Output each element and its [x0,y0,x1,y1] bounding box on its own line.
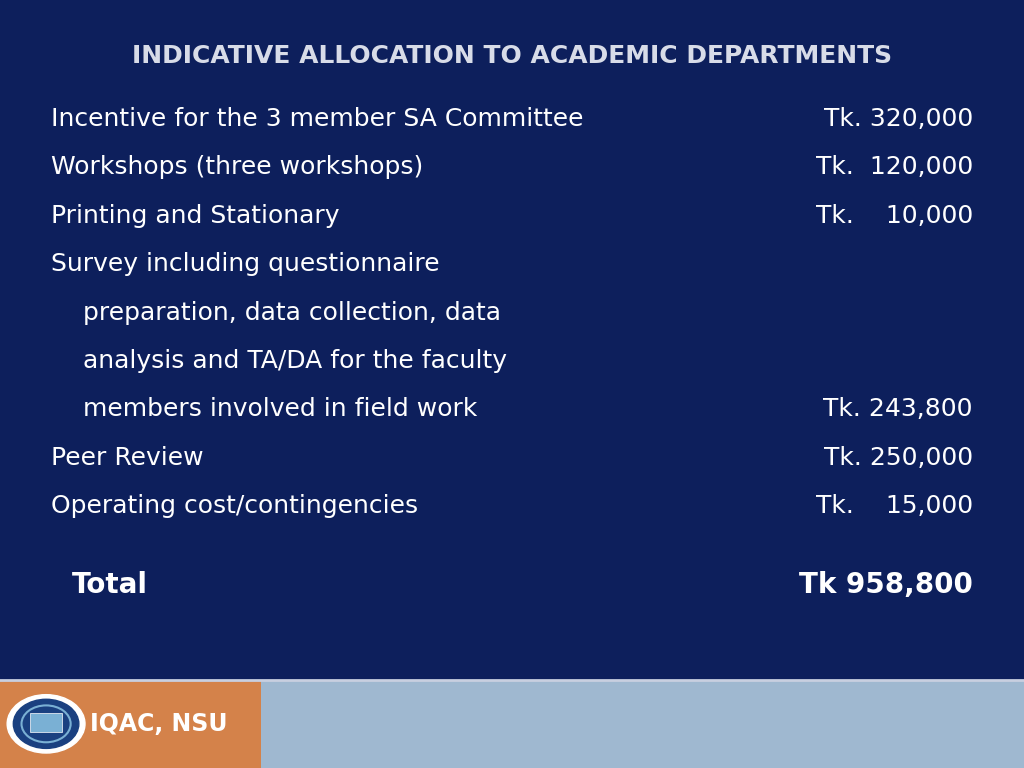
Text: Tk. 320,000: Tk. 320,000 [823,107,973,131]
Polygon shape [30,713,62,731]
Circle shape [7,694,85,753]
Text: analysis and TA/DA for the faculty: analysis and TA/DA for the faculty [51,349,507,373]
Text: Tk.    10,000: Tk. 10,000 [815,204,973,228]
Text: Tk. 250,000: Tk. 250,000 [823,445,973,470]
Text: IQAC, NSU: IQAC, NSU [90,712,227,736]
Text: Total: Total [72,571,147,599]
Text: Workshops (three workshops): Workshops (three workshops) [51,155,424,180]
Text: Tk.    15,000: Tk. 15,000 [816,494,973,518]
Text: Incentive for the 3 member SA Committee: Incentive for the 3 member SA Committee [51,107,584,131]
Text: Tk. 243,800: Tk. 243,800 [823,397,973,422]
Bar [0,680,261,768]
Text: preparation, data collection, data: preparation, data collection, data [51,300,501,325]
Text: INDICATIVE ALLOCATION TO ACADEMIC DEPARTMENTS: INDICATIVE ALLOCATION TO ACADEMIC DEPART… [132,44,892,68]
Text: Printing and Stationary: Printing and Stationary [51,204,340,228]
Text: Peer Review: Peer Review [51,445,204,470]
Text: Operating cost/contingencies: Operating cost/contingencies [51,494,419,518]
Text: Tk 958,800: Tk 958,800 [799,571,973,599]
Circle shape [13,699,79,748]
Text: Survey including questionnaire: Survey including questionnaire [51,252,440,276]
Text: Tk.  120,000: Tk. 120,000 [815,155,973,180]
Bar [261,680,1024,768]
Text: members involved in field work: members involved in field work [51,397,477,422]
